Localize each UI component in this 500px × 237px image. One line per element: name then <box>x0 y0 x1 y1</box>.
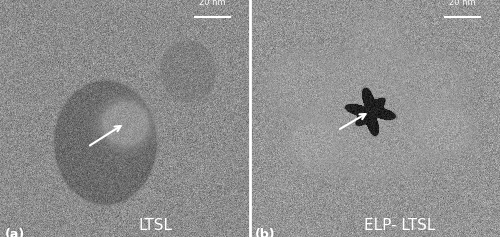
Text: (b): (b) <box>255 228 276 237</box>
Text: LTSL: LTSL <box>138 218 172 233</box>
Text: 20 nm: 20 nm <box>199 0 226 7</box>
Text: 20 nm: 20 nm <box>449 0 476 7</box>
Text: (a): (a) <box>5 228 25 237</box>
Text: ELP- LTSL: ELP- LTSL <box>364 218 436 233</box>
